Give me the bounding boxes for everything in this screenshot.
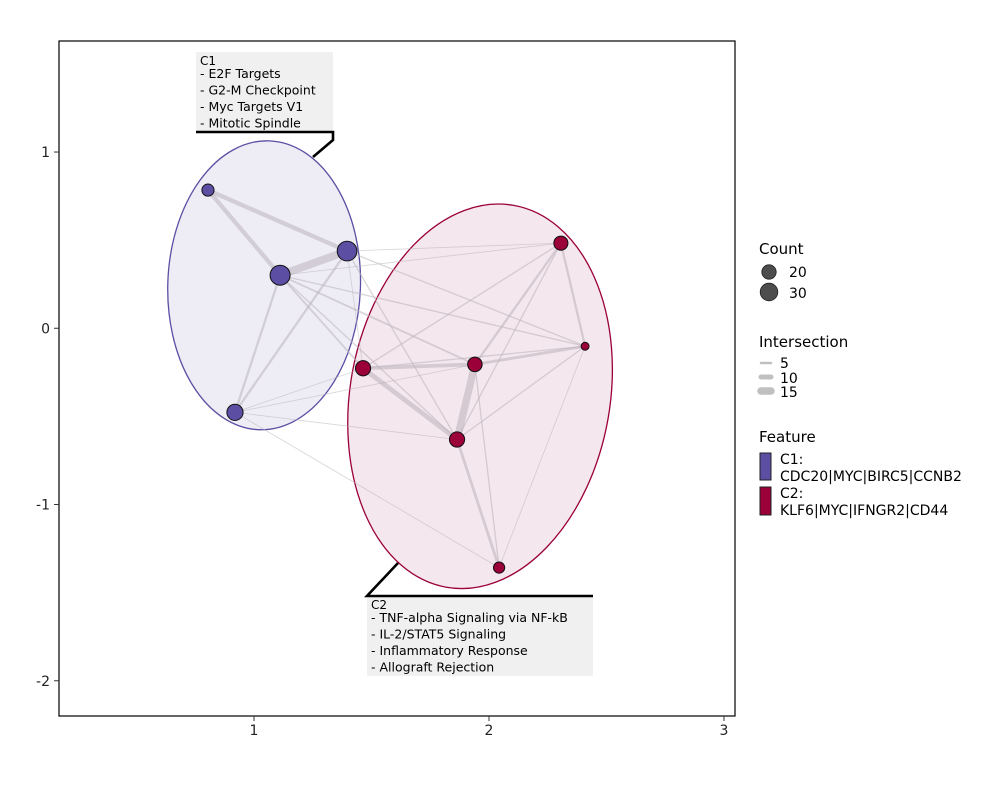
edge	[361, 362, 477, 371]
legend-count-dot-30	[759, 282, 779, 302]
cluster-label-line: - IL-2/STAT5 Signaling	[371, 627, 506, 642]
edge	[456, 242, 562, 441]
edges	[205, 187, 587, 570]
legend-feature-swatch-c2	[759, 486, 772, 516]
edge	[233, 274, 282, 414]
edge	[279, 242, 562, 276]
cluster-label-box	[196, 52, 333, 132]
edge	[279, 274, 458, 441]
cluster-label-line: - E2F Targets	[200, 66, 281, 81]
legend-intersection-title: Intersection	[759, 333, 848, 351]
cluster-labels: C1- E2F Targets - G2-M Checkpoint- Myc Ta…	[196, 52, 593, 676]
legend-feature-title: Feature	[759, 428, 816, 446]
edge	[233, 249, 349, 414]
cluster-label-box	[367, 596, 593, 676]
legend-intersection-label: 5	[780, 356, 789, 372]
node-c2	[553, 235, 569, 251]
cluster-label-line: - Inflammatory Response	[371, 643, 528, 658]
y-tick-label: 1	[41, 145, 50, 161]
edge	[473, 344, 587, 366]
y-tick-label: -1	[36, 498, 50, 514]
edge	[455, 438, 501, 570]
x-tick-label: 2	[485, 723, 494, 739]
edge	[456, 345, 586, 441]
cluster-label-title: C2	[371, 598, 387, 612]
node-c1	[201, 183, 215, 197]
edge	[346, 250, 586, 347]
edge	[360, 365, 460, 442]
node-c1	[226, 403, 244, 421]
cluster-label-title: C1	[200, 54, 216, 68]
legend-count-label: 30	[789, 286, 807, 302]
cluster-hull-c1	[167, 140, 362, 431]
legend-feature-label: C2:	[780, 486, 803, 502]
edge	[473, 241, 563, 366]
node-c2	[467, 356, 483, 373]
edge	[234, 411, 458, 440]
cluster-label-line: - G2-M Checkpoint	[200, 83, 316, 98]
cluster-label-line: - TNF-alpha Signaling via NF-kB	[371, 610, 568, 625]
edge	[559, 241, 587, 348]
edge	[453, 360, 479, 444]
legend: Count 20 30 Intersection 5 10 15 Feature…	[757, 240, 962, 519]
y-tick-label: 0	[41, 321, 50, 337]
axes: 1 2 3 1 0 -1 -2	[36, 145, 728, 739]
edge	[234, 364, 476, 413]
y-tick-label: -2	[36, 674, 50, 690]
legend-feature-label: KLF6|MYC|IFNGR2|CD44	[780, 503, 948, 519]
edge	[279, 274, 586, 347]
legend-feature-label: CDC20|MYC|BIRC5|CCNB2	[780, 469, 962, 485]
edge	[498, 345, 586, 569]
node-c1	[336, 240, 358, 262]
node-c2	[448, 431, 466, 448]
edge	[234, 367, 364, 413]
edge	[276, 247, 351, 280]
node-c2	[580, 341, 590, 351]
legend-feature-swatch-c1	[759, 452, 772, 481]
cluster-label-leader	[363, 562, 593, 598]
x-tick-label: 1	[250, 723, 259, 739]
legend-count-title: Count	[759, 240, 804, 258]
cluster-hulls	[167, 140, 614, 590]
cluster-label-line: - Allograft Rejection	[371, 660, 494, 675]
legend-intersection-label: 15	[780, 385, 798, 401]
x-tick-label: 3	[719, 723, 728, 739]
edge	[279, 274, 476, 366]
cluster-label-leader	[196, 130, 335, 158]
edge	[362, 242, 562, 369]
legend-feature-label: C1:	[780, 452, 803, 468]
edge	[346, 242, 562, 252]
nodes	[201, 183, 590, 574]
node-c1	[269, 264, 291, 286]
legend-count-label: 20	[789, 265, 807, 281]
legend-count-dot-20	[761, 264, 777, 280]
legend-intersection-label: 10	[780, 371, 798, 387]
edge	[346, 250, 458, 441]
edge	[205, 187, 350, 254]
node-c2	[492, 561, 506, 574]
edge	[234, 411, 500, 569]
plot-panel-border	[58, 40, 736, 717]
edge	[279, 274, 364, 370]
edge	[346, 250, 364, 369]
cluster-label-line: - Mitotic Spindle	[200, 116, 301, 131]
edge	[205, 187, 283, 278]
node-c2	[354, 360, 372, 377]
cluster-label-line: - Myc Targets V1	[200, 99, 303, 114]
edge	[474, 363, 500, 569]
